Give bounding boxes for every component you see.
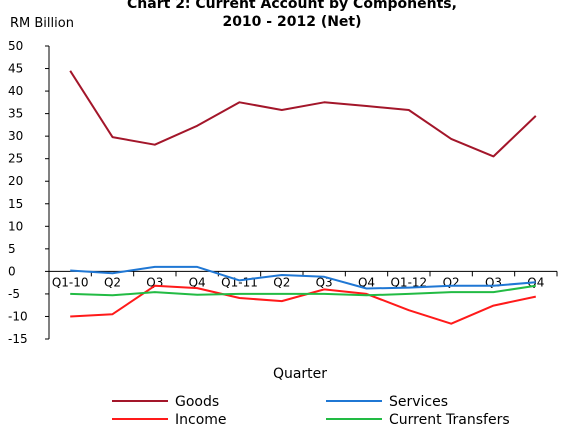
y-tick-label: -15	[8, 332, 28, 346]
chart-title-line1: Chart 2: Current Account by Components,	[127, 0, 457, 12]
series-layer	[69, 70, 537, 325]
y-axis-label: RM Billion	[10, 16, 74, 31]
y-tick-label: 30	[8, 129, 23, 143]
chart-title-line2: 2010 - 2012 (Net)	[222, 14, 361, 30]
legend-label-current-transfers: Current Transfers	[389, 412, 510, 426]
y-tick-label: 40	[8, 84, 23, 98]
y-tick-label: 0	[8, 264, 16, 278]
y-tick-label: 20	[8, 174, 23, 188]
series-line-goods	[69, 70, 537, 158]
series-line-current-transfers	[70, 284, 536, 297]
y-tick-label: -5	[8, 287, 20, 301]
legend: Goods Services Income Current Transfers	[112, 394, 510, 426]
y-tick-label: 50	[8, 39, 23, 53]
x-axis-label: Quarter	[273, 366, 327, 382]
legend-label-income: Income	[175, 412, 227, 426]
legend-label-goods: Goods	[175, 394, 219, 410]
x-tick-label: Q1-11	[221, 275, 258, 289]
x-tick-label: Q3	[146, 275, 163, 289]
y-tick-label: 5	[8, 242, 16, 256]
x-tick-label: Q4	[358, 275, 375, 289]
y-tick-label: 10	[8, 219, 23, 233]
x-tick-label: Q2	[443, 275, 460, 289]
x-tick-label: Q3	[485, 275, 502, 289]
y-tick-label: 15	[8, 197, 23, 211]
legend-label-services: Services	[389, 394, 448, 410]
x-tick-label: Q1-10	[52, 275, 89, 289]
x-tick-label: Q1-12	[390, 275, 427, 289]
series-line-income	[70, 284, 537, 325]
y-tick-label: 25	[8, 152, 23, 166]
x-tick-label: Q4	[189, 275, 206, 289]
y-tick-label: 35	[8, 107, 23, 121]
y-tick-label: 45	[8, 62, 23, 76]
x-tick-label: Q2	[273, 275, 290, 289]
series-line-services	[70, 265, 536, 290]
y-tick-label: -10	[8, 309, 28, 323]
x-tick-label: Q2	[104, 275, 121, 289]
